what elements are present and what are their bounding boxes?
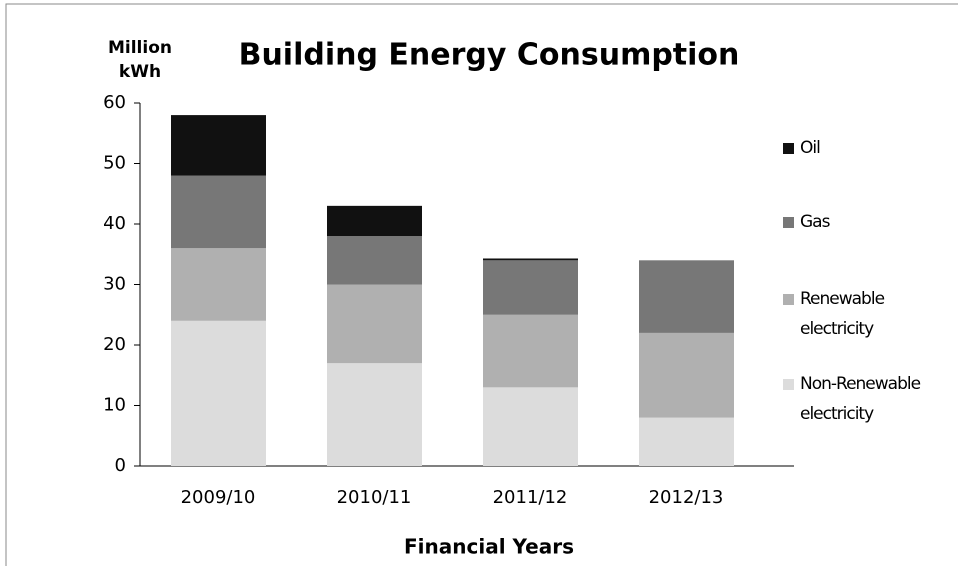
- legend-swatch: [783, 143, 794, 154]
- bar-segment: [639, 332, 734, 418]
- bar-segment: [327, 205, 422, 237]
- chart-title: Building Energy Consumption: [239, 38, 740, 73]
- y-tick-label: 30: [103, 274, 126, 295]
- bar-segment: [639, 417, 734, 466]
- bar-segment: [327, 236, 422, 285]
- x-tick-label: 2011/12: [493, 487, 568, 508]
- bar-segment: [327, 284, 422, 364]
- bar-segment: [483, 387, 578, 466]
- x-tick-label: 2009/10: [181, 487, 256, 508]
- legend-label: Gas: [800, 212, 830, 232]
- x-axis-label: Financial Years: [404, 535, 574, 559]
- bar-segment: [483, 258, 578, 261]
- bar-segment: [483, 314, 578, 388]
- bar-segment: [639, 260, 734, 333]
- frame: [5, 3, 958, 566]
- legend-swatch: [783, 294, 794, 305]
- bar-segment: [171, 115, 266, 176]
- y-tick-label: 0: [115, 455, 126, 476]
- legend-label: Oil: [800, 138, 821, 158]
- bar-segment: [171, 248, 266, 321]
- bar-segment: [171, 175, 266, 249]
- x-tick-label: 2012/13: [649, 487, 724, 508]
- x-tick-label: 2010/11: [337, 487, 412, 508]
- y-tick-label: 40: [103, 213, 126, 234]
- legend-label: Renewable electricity: [800, 289, 885, 339]
- y-tick-label: 10: [103, 395, 126, 416]
- y-axis-label: Million kWh: [107, 38, 172, 82]
- bar-segment: [483, 260, 578, 315]
- y-tick-label: 20: [103, 334, 126, 355]
- legend-label: Non-Renewable electricity: [800, 374, 921, 424]
- y-tick-label: 50: [103, 153, 126, 174]
- bar-segment: [171, 320, 266, 466]
- bar-segment: [327, 363, 422, 466]
- y-tick-label: 60: [103, 92, 126, 113]
- legend-swatch: [783, 379, 794, 390]
- legend-swatch: [783, 217, 794, 228]
